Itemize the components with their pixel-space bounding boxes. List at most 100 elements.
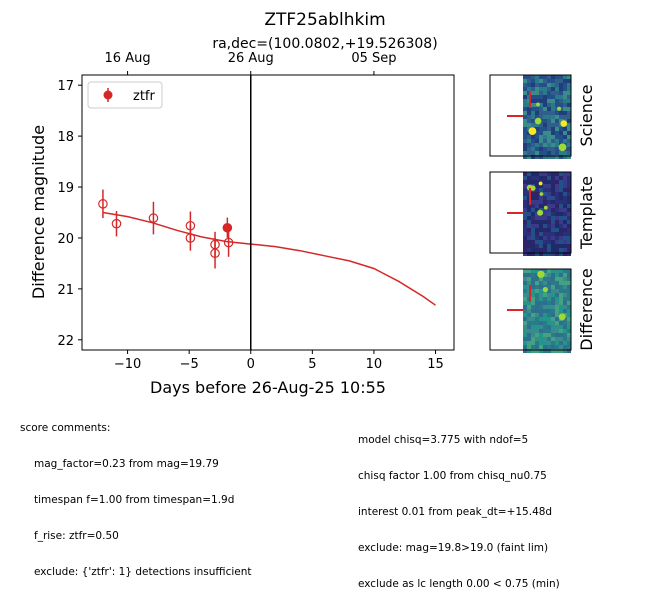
cutout-pixel <box>555 297 559 301</box>
cutout-pixel <box>563 345 567 349</box>
x-axis: −10 −5 0 5 10 15 <box>114 350 444 372</box>
cutout-pixel <box>559 131 563 135</box>
cutout-pixel <box>567 99 571 103</box>
cutout-pixel <box>527 333 531 337</box>
cutout-pixel <box>555 269 559 273</box>
cutout-pixel <box>523 337 527 341</box>
cutout-pixel <box>539 345 543 349</box>
cutout-pixel <box>531 155 535 159</box>
cutout-pixel <box>555 252 559 256</box>
cutout-pixel <box>531 212 535 216</box>
cutout-pixel <box>547 309 551 313</box>
cutout-pixel <box>531 139 535 143</box>
cutout-pixel <box>551 87 555 91</box>
cutout-pixel <box>531 176 535 180</box>
cutout-pixel <box>563 115 567 119</box>
cutout-pixel <box>539 297 543 301</box>
cutout-pixel <box>535 297 539 301</box>
cutout-pixel <box>531 216 535 220</box>
cutout-pixel <box>547 123 551 127</box>
cutout-pixel <box>543 240 547 244</box>
cutout-pixel <box>567 301 571 305</box>
cutout-pixel <box>567 321 571 325</box>
cutout-pixel <box>531 240 535 244</box>
cutout-pixel <box>535 79 539 83</box>
cutout-pixel <box>531 111 535 115</box>
cutout-pixel <box>551 269 555 273</box>
cutout-pixel <box>539 317 543 321</box>
cutout-pixel <box>563 87 567 91</box>
cutout-pixel <box>563 107 567 111</box>
cutout-pixel <box>535 244 539 248</box>
cutout-pixel <box>527 127 531 131</box>
cutout-pixel <box>523 107 527 111</box>
cutout-pixel <box>551 188 555 192</box>
cutout-pixel <box>551 147 555 151</box>
cutout-pixel <box>539 281 543 285</box>
cutout-pixel <box>531 192 535 196</box>
cutout-pixel <box>539 103 543 107</box>
cutout-pixel <box>543 224 547 228</box>
cutout-pixel <box>523 269 527 273</box>
cutout-pixel <box>567 192 571 196</box>
cutout-pixel <box>559 224 563 228</box>
cutout-pixel <box>535 224 539 228</box>
cutout-pixel <box>539 188 543 192</box>
cutout-pixel <box>543 228 547 232</box>
cutout-pixel <box>559 305 563 309</box>
cutout-pixel <box>559 95 563 99</box>
cutout-pixel <box>551 172 555 176</box>
y-tick-label: 19 <box>57 181 74 196</box>
cutout-pixel <box>547 305 551 309</box>
cutout-pixel <box>527 341 531 345</box>
cutout-pixel <box>527 143 531 147</box>
cutout-pixel <box>535 337 539 341</box>
cutout-pixel <box>567 196 571 200</box>
cutout-pixel <box>551 176 555 180</box>
cutout-pixel <box>567 91 571 95</box>
cutout-pixel <box>559 345 563 349</box>
cutout-pixel <box>543 329 547 333</box>
cutout-pixel <box>563 139 567 143</box>
comment-line: model chisq=3.775 with ndof=5 <box>358 434 529 446</box>
cutout-frame <box>489 74 572 157</box>
cutout-pixel <box>559 244 563 248</box>
cutout-pixel <box>559 216 563 220</box>
cutout-pixel <box>535 176 539 180</box>
cutout-pixel <box>551 333 555 337</box>
cutout-pixel <box>535 139 539 143</box>
cutout-pixel <box>539 240 543 244</box>
cutout-pixel <box>527 180 531 184</box>
cutout-pixel <box>547 341 551 345</box>
cutout-pixel <box>563 297 567 301</box>
cutout-pixel <box>527 172 531 176</box>
cutout-pixel <box>543 155 547 159</box>
cutout-pixel <box>523 83 527 87</box>
cutout-pixel <box>555 313 559 317</box>
cutout-pixel <box>555 184 559 188</box>
cutout-pixel <box>523 115 527 119</box>
cutout-pixel <box>527 252 531 256</box>
cutout-pixel <box>543 99 547 103</box>
cutout-pixel <box>547 204 551 208</box>
cutout-pixel <box>527 115 531 119</box>
cutout-pixel <box>523 224 527 228</box>
cutout-pixel <box>527 139 531 143</box>
cutout-pixel <box>547 200 551 204</box>
cutout-pixel <box>555 325 559 329</box>
cutout-pixel <box>523 289 527 293</box>
cutout-pixel <box>539 115 543 119</box>
cutout-pixel <box>547 297 551 301</box>
cutout-pixel <box>539 321 543 325</box>
cutout-pixel <box>547 147 551 151</box>
y-tick-label: 20 <box>57 232 74 247</box>
cutout-pixel <box>567 345 571 349</box>
cutout-source <box>538 181 543 186</box>
x-tick-label: 0 <box>247 357 255 372</box>
cutout-pixel <box>531 123 535 127</box>
cutout-pixel <box>567 341 571 345</box>
cutout-pixel <box>567 289 571 293</box>
data-point <box>222 222 233 233</box>
cutout-pixel <box>539 200 543 204</box>
cutout-pixel <box>539 301 543 305</box>
